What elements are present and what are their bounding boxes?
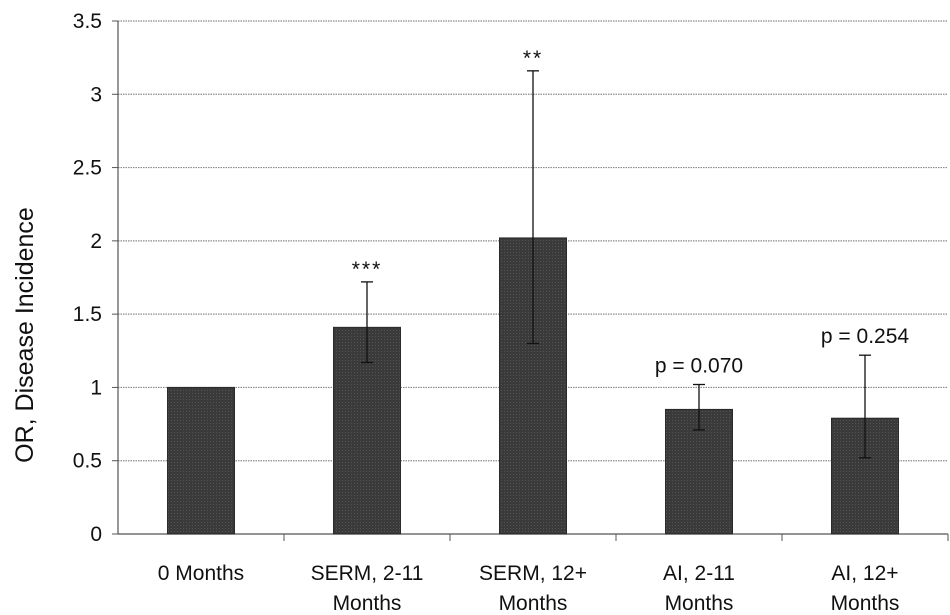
y-tick-label: 1.5	[73, 303, 102, 326]
y-tick-label: 3	[90, 83, 102, 106]
bar	[167, 386, 235, 535]
y-tick-label: 0	[90, 523, 102, 546]
error-bars	[361, 70, 871, 459]
y-tick-label: 3.5	[73, 10, 102, 33]
y-tick-label: 2.5	[73, 157, 102, 180]
category-label: Months	[333, 592, 402, 615]
y-tick-label: 2	[90, 230, 102, 253]
significance-label: ***	[352, 258, 383, 281]
y-tick-labels: 0 0.5 1 1.5 2 2.5 3 3.5	[73, 10, 102, 546]
category-label: AI, 12+	[831, 562, 898, 585]
bars	[167, 237, 899, 535]
category-label: AI, 2-11	[663, 562, 735, 585]
category-label: Months	[665, 592, 734, 615]
category-label: 0 Months	[158, 562, 244, 585]
category-label: SERM, 2-11	[311, 562, 424, 585]
category-labels: 0 Months SERM, 2-11 Months SERM, 12+ Months A…	[158, 562, 900, 615]
category-label: Months	[499, 592, 568, 615]
category-label: Months	[831, 592, 900, 615]
significance-label: p = 0.070	[655, 354, 743, 377]
significance-label: **	[523, 47, 543, 70]
category-label: SERM, 12+	[479, 562, 587, 585]
y-axis-title: OR, Disease Incidence	[11, 207, 39, 463]
significance-label: p = 0.254	[821, 325, 909, 348]
y-tick-label: 1	[90, 376, 102, 399]
y-tick-label: 0.5	[73, 450, 102, 473]
